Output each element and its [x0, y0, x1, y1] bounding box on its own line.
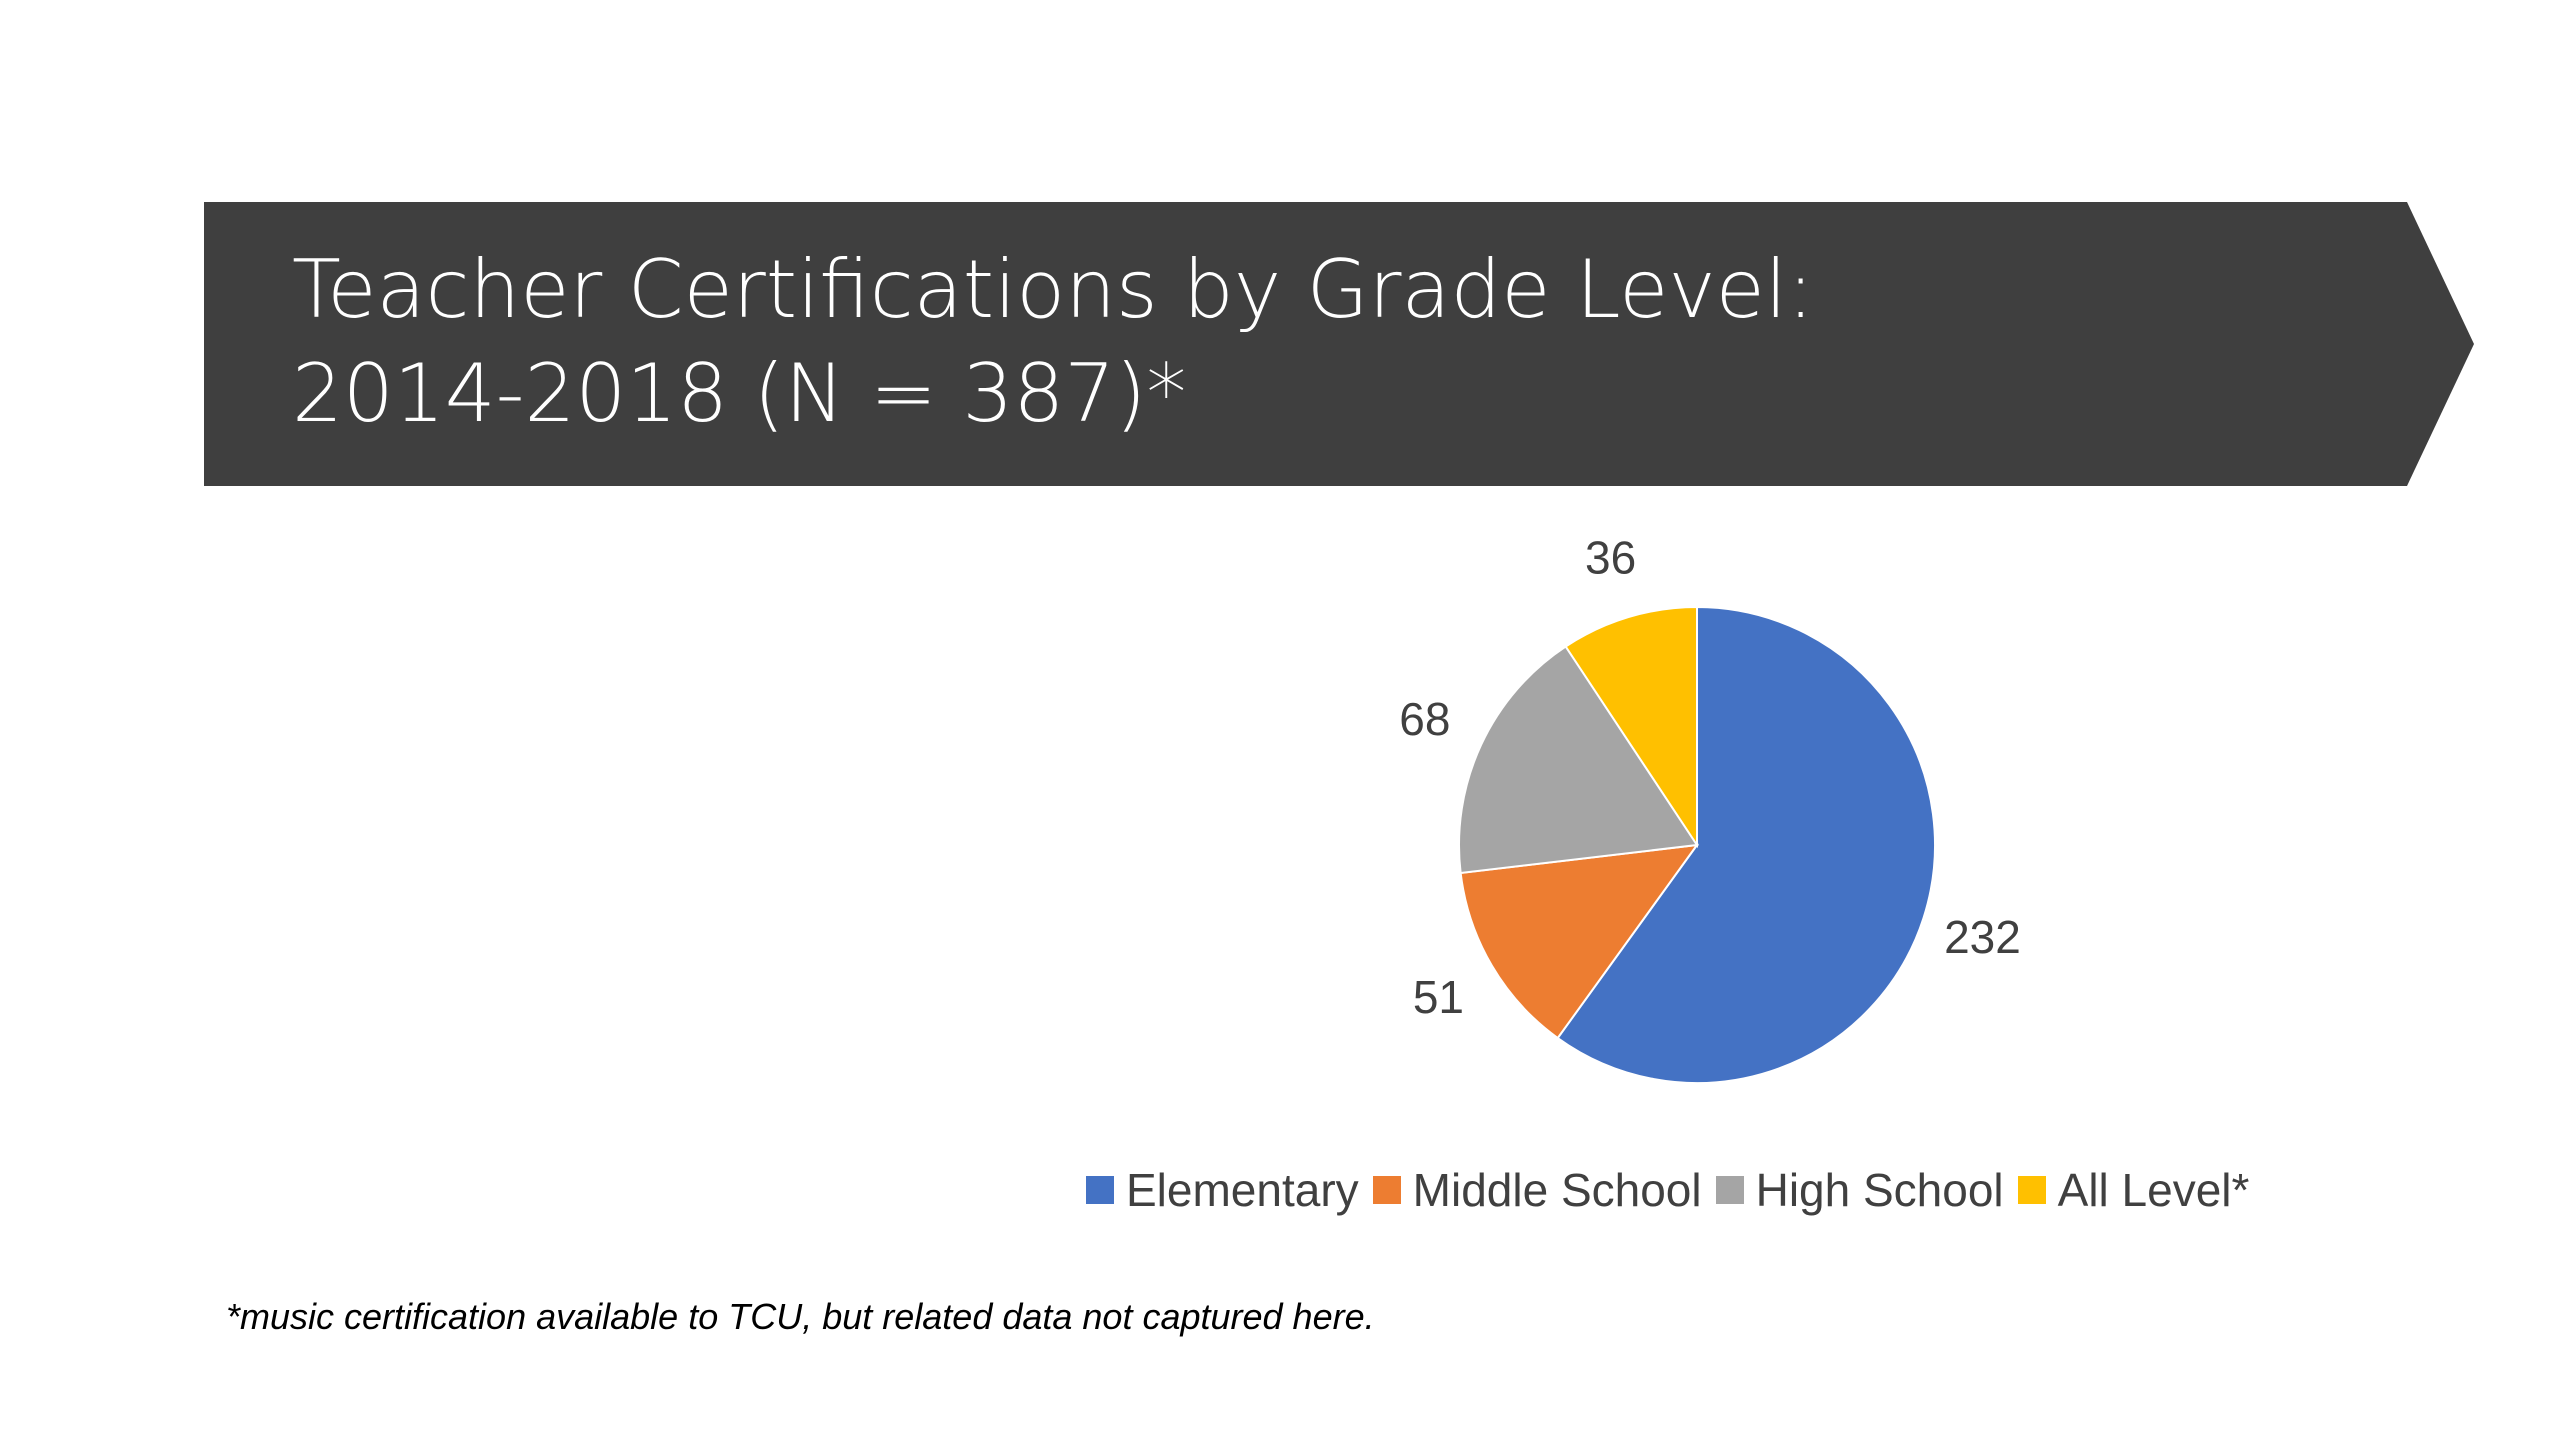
legend-swatch	[2017, 1176, 2046, 1204]
chart-legend: Elementary Middle School High School All Le…	[1086, 1160, 2386, 1220]
data-label-high-school: 68	[1399, 693, 1450, 745]
pie-slice-all-level	[1564, 605, 1698, 849]
pie-slice-middle-school	[1459, 843, 1700, 1040]
legend-label: Middle School	[1412, 1164, 1702, 1216]
legend-label: Elementary	[1126, 1164, 1359, 1216]
legend-label: All Level*	[2057, 1164, 2250, 1216]
title-line-2: 2014-2018 (N = 387)*	[292, 347, 1187, 440]
legend-swatch	[1372, 1176, 1401, 1204]
legend-label: High School	[1755, 1164, 2004, 1216]
footnote: *music certification available to TCU, b…	[226, 1296, 1375, 1337]
pie-slice-high-school	[1458, 645, 1699, 875]
legend-swatch	[1715, 1176, 1744, 1204]
data-label-elementary: 232	[1944, 911, 2021, 963]
data-label-all-level: 36	[1585, 532, 1636, 584]
slide-title: Teacher Certifications by Grade Level: 2…	[292, 238, 2292, 446]
pie-slice-elementary	[1556, 605, 1936, 1084]
legend-item-elementary: Elementary	[1086, 1163, 1359, 1217]
legend-item-all-level: All Level*	[2017, 1163, 2250, 1217]
legend-item-high-school: High School	[1715, 1163, 2004, 1217]
title-line-1: Teacher Certifications by Grade Level:	[292, 243, 1815, 336]
title-banner: Teacher Certifications by Grade Level: 2…	[204, 202, 2474, 486]
legend-item-middle-school: Middle School	[1372, 1163, 1702, 1217]
legend-swatch	[1086, 1176, 1114, 1204]
data-label-middle-school: 51	[1413, 971, 1464, 1023]
